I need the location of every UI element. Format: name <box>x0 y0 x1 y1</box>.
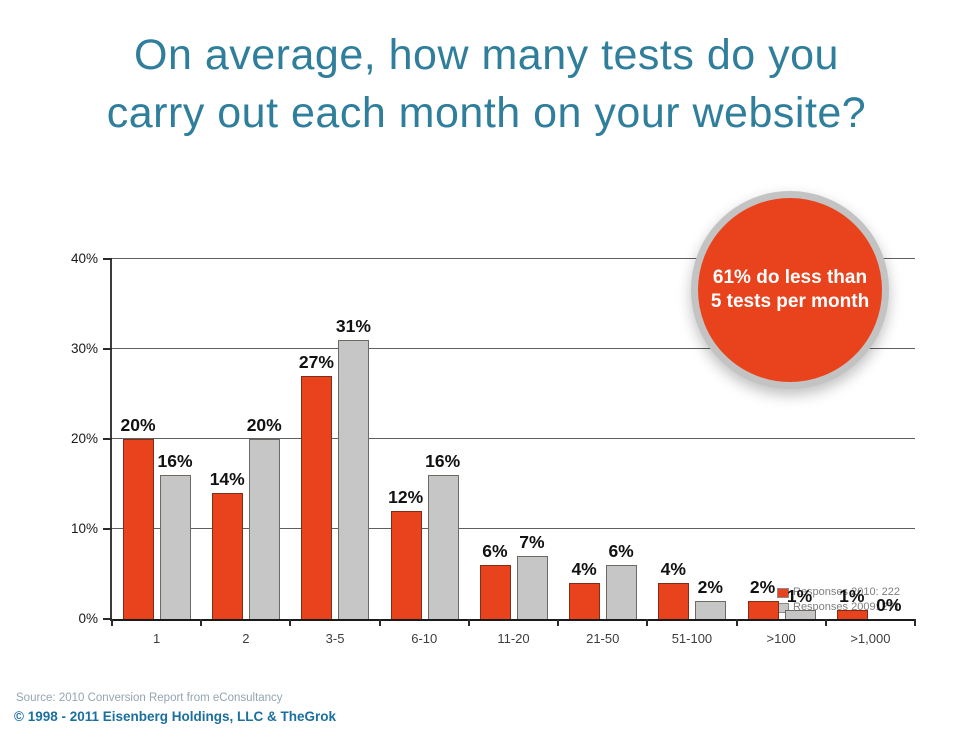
y-axis-tick <box>103 348 112 350</box>
bar-series-1 <box>479 565 511 619</box>
slide-title-line1: On average, how many tests do you <box>134 31 839 79</box>
y-axis-tick <box>103 258 112 260</box>
category-label: 3-5 <box>325 631 345 646</box>
x-axis-tick <box>200 619 203 626</box>
badge-text-line2: 5 tests per month <box>710 291 870 312</box>
legend-label: Responses 2009: 271 <box>793 601 901 613</box>
gridline <box>112 528 915 529</box>
x-axis-tick <box>824 619 827 626</box>
category-label: 21-50 <box>586 631 620 646</box>
bar-series-1 <box>390 511 422 619</box>
category-label: 2 <box>242 631 250 646</box>
bar-series-1 <box>212 493 244 619</box>
y-axis-label: 40% <box>70 251 98 266</box>
bar-value-label: 1% <box>839 586 865 606</box>
bar-value-label: 1% <box>786 586 813 606</box>
gridline <box>112 438 915 439</box>
x-axis-tick <box>111 619 113 626</box>
category-label: >100 <box>766 631 796 646</box>
bar-value-label: 2% <box>697 577 723 597</box>
legend-item: Responses 2010: 222 <box>777 585 900 600</box>
bar-value-label: 14% <box>209 469 245 489</box>
bar-series-2 <box>338 340 370 619</box>
x-axis-tick <box>467 619 470 626</box>
bar-series-1 <box>301 376 333 619</box>
bar-series-2 <box>606 565 638 619</box>
legend-swatch <box>777 587 789 598</box>
bar-value-label: 20% <box>120 415 156 435</box>
category-label: 6-10 <box>411 631 438 646</box>
x-axis-tick <box>557 619 560 626</box>
category-label: 51-100 <box>671 631 713 646</box>
plot-area: 0% 10% 20% 30% 40% 20% 16% 1 14% 20% 2 27% 31% 3-5 12%… <box>71 251 916 646</box>
legend-item: Responses 2009: 271 <box>777 600 900 615</box>
slide-title: On average, how many tests do you carry … <box>0 26 973 142</box>
bar-series-2 <box>695 601 727 619</box>
bar-value-label: 27% <box>298 352 334 372</box>
y-axis-tick <box>103 528 112 530</box>
copyright-note: © 1998 - 2011 Eisenberg Holdings, LLC & … <box>14 709 337 724</box>
bar-value-label: 7% <box>519 532 545 552</box>
bar-value-label: 20% <box>246 415 282 435</box>
bar-value-label: 16% <box>157 451 193 471</box>
category-label: 1 <box>152 631 161 646</box>
badge: 61% do less than 5 tests per month <box>691 191 889 389</box>
legend: Responses 2010: 222 Responses 2009: 271 <box>777 585 900 615</box>
bar-value-label: 6% <box>608 541 634 561</box>
bar-series-1 <box>836 610 868 619</box>
bar-value-label: 31% <box>335 316 371 336</box>
y-axis-label: 30% <box>70 341 98 356</box>
y-axis-label: 0% <box>78 611 98 626</box>
category-label: 11-20 <box>497 631 530 646</box>
bar-series-2 <box>516 556 548 619</box>
x-axis-tick <box>378 619 381 626</box>
gridline <box>112 348 915 349</box>
bar-series-2 <box>784 610 816 619</box>
x-axis-tick <box>289 619 292 626</box>
x-axis-tick <box>735 619 738 626</box>
gridline <box>112 258 915 259</box>
bar-series-2 <box>160 475 191 619</box>
y-axis-label: 20% <box>70 431 98 446</box>
bar-value-label: 2% <box>749 577 776 597</box>
bar-series-1 <box>658 583 690 619</box>
source-note: Source: 2010 Conversion Report from eCon… <box>16 692 283 704</box>
bar-value-label: 12% <box>388 487 424 507</box>
bar-value-label: 4% <box>660 559 686 579</box>
x-axis-tick <box>646 619 649 626</box>
y-axis-tick <box>103 438 112 440</box>
bar-series-2 <box>427 475 459 619</box>
slide-title-line2: carry out each month on your website? <box>106 89 867 137</box>
bar-value-label: 16% <box>425 451 461 471</box>
bar-series-2 <box>249 439 281 619</box>
category-label: >1,000 <box>850 631 891 646</box>
legend-label: Responses 2010: 222 <box>793 586 901 598</box>
bar-series-1 <box>747 601 779 619</box>
bar-series-1 <box>123 439 154 619</box>
bar-value-label: 0% <box>876 595 902 615</box>
bar-value-label: 6% <box>482 541 508 561</box>
y-axis-tick <box>103 618 112 620</box>
y-axis-label: 10% <box>70 521 98 536</box>
bar-value-label: 4% <box>571 559 597 579</box>
bar-series-1 <box>569 583 601 619</box>
badge-text-line1: 61% do less than <box>712 267 868 288</box>
x-axis-tick <box>914 619 916 626</box>
